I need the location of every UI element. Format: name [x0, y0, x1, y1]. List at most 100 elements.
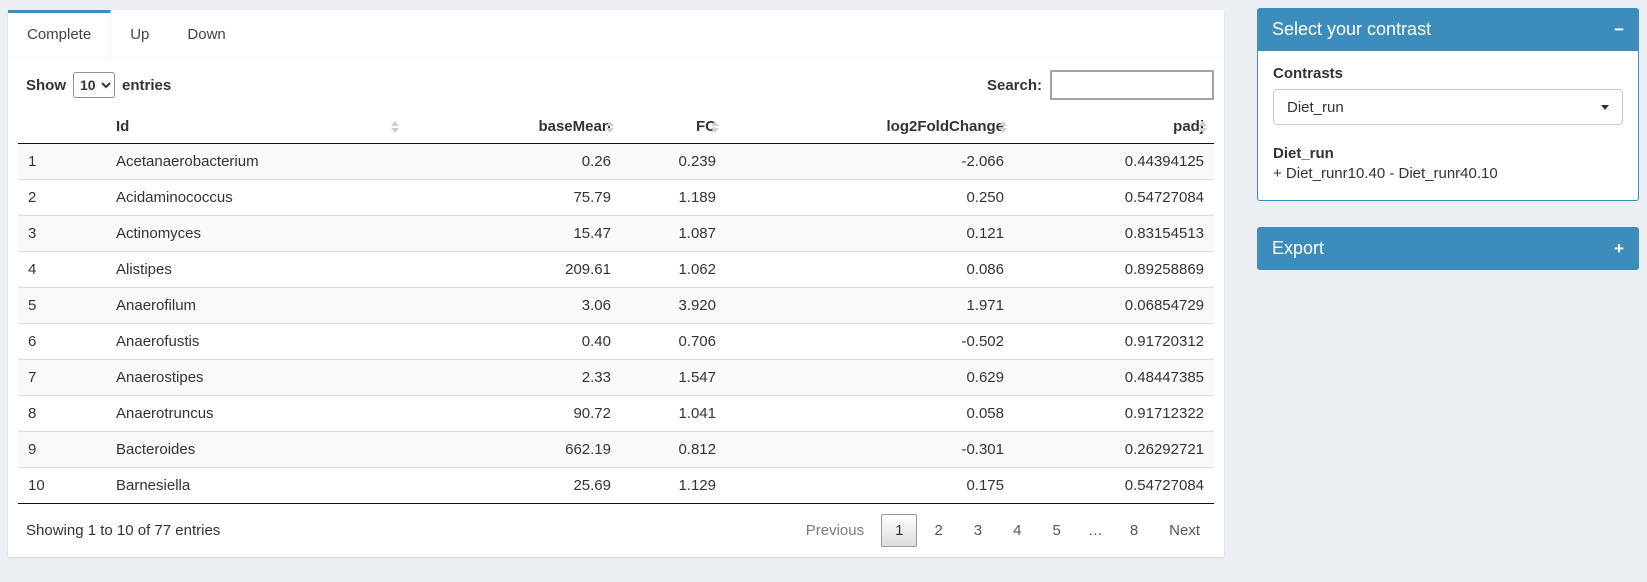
collapse-icon[interactable]: − — [1614, 20, 1624, 39]
contrast-panel-header: Select your contrast − — [1257, 8, 1639, 51]
contrasts-label: Contrasts — [1273, 65, 1344, 82]
column-header-log2fc-label: log2FoldChange — [886, 118, 1005, 135]
table-header: Id baseMean FC log2FoldChange — [18, 110, 1214, 144]
export-panel: Export + — [1257, 227, 1639, 270]
sidebar-panels: Select your contrast − Contrasts Diet_ru… — [1257, 8, 1639, 296]
column-header-fc[interactable]: FC — [621, 110, 726, 144]
column-header-padj[interactable]: padj — [1014, 110, 1214, 144]
chevron-down-icon — [1601, 104, 1609, 110]
page-button[interactable]: 8 — [1129, 522, 1139, 539]
cell-id: Anaerotruncus — [106, 395, 406, 432]
cell-fc: 3.920 — [621, 287, 726, 324]
column-header-log2fc[interactable]: log2FoldChange — [726, 110, 1014, 144]
cell-fc: 1.041 — [621, 395, 726, 432]
cell-basemean: 75.79 — [406, 179, 621, 216]
table-footer: Showing 1 to 10 of 77 entries Previous 1… — [18, 514, 1214, 547]
cell-padj: 0.91712322 — [1014, 395, 1214, 432]
cell-basemean: 90.72 — [406, 395, 621, 432]
cell-padj: 0.44394125 — [1124, 153, 1204, 170]
cell-padj: 0.83154513 — [1014, 215, 1214, 252]
table-row: 7 Anaerostipes 2.33 1.547 0.629 0.484473… — [18, 359, 1214, 396]
previous-page-button[interactable]: Previous — [805, 522, 865, 539]
export-panel-header: Export + — [1257, 227, 1639, 270]
cell-log2fc: 0.086 — [726, 251, 1014, 288]
page-button[interactable]: 4 — [1013, 522, 1022, 539]
contrast-panel: Select your contrast − Contrasts Diet_ru… — [1257, 8, 1639, 201]
results-table: Id baseMean FC log2FoldChange — [18, 110, 1214, 504]
column-header-padj-label: padj — [1173, 118, 1204, 135]
column-header-index — [18, 110, 106, 144]
contrast-select[interactable]: Diet_run — [1273, 89, 1623, 125]
cell-fc: 1.129 — [621, 467, 726, 504]
expand-icon[interactable]: + — [1614, 239, 1624, 258]
page-button[interactable]: 5 — [1052, 522, 1061, 539]
cell-index: 9 — [18, 431, 106, 468]
sort-icon — [391, 120, 400, 134]
cell-basemean: 3.06 — [406, 287, 621, 324]
page-length-select[interactable]: 10 — [73, 72, 115, 98]
cell-log2fc: 0.175 — [726, 467, 1014, 504]
results-card: Complete Up Down Show 10 entries Search: — [8, 10, 1224, 557]
cell-log2fc: -2.066 — [961, 153, 1004, 170]
cell-index: 6 — [18, 323, 106, 360]
results-tabbar: Complete Up Down — [8, 10, 1224, 58]
cell-id: Anaerostipes — [106, 359, 406, 396]
cell-log2fc: 1.971 — [726, 287, 1014, 324]
cell-id: Anaerofustis — [106, 323, 406, 360]
entries-label: entries — [122, 76, 172, 94]
page-button[interactable]: 1 — [881, 514, 918, 547]
cell-fc: 1.189 — [621, 179, 726, 216]
tab-up[interactable]: Up — [130, 26, 150, 43]
sort-icon — [999, 120, 1008, 134]
cell-log2fc: 0.250 — [726, 179, 1014, 216]
export-panel-title: Export — [1272, 238, 1325, 258]
contrast-panel-body: Contrasts Diet_run Diet_run + Diet_runr1… — [1257, 51, 1639, 201]
column-header-id[interactable]: Id — [106, 110, 406, 144]
cell-index: 10 — [18, 467, 106, 504]
column-header-basemean[interactable]: baseMean — [406, 110, 621, 144]
cell-basemean: 0.26 — [581, 153, 611, 170]
cell-index: 5 — [18, 287, 106, 324]
search-control: Search: — [987, 70, 1214, 100]
cell-id: Acidaminococcus — [106, 179, 406, 216]
cell-fc: 0.706 — [621, 323, 726, 360]
table-row: 10 Barnesiella 25.69 1.129 0.175 0.54727… — [18, 467, 1214, 504]
cell-id: Bacteroides — [106, 431, 406, 468]
column-header-id-label: Id — [116, 118, 130, 135]
table-container: Show 10 entries Search: Id — [8, 58, 1224, 557]
cell-basemean: 25.69 — [406, 467, 621, 504]
cell-index: 4 — [18, 251, 106, 288]
table-row: 3 Actinomyces 15.47 1.087 0.121 0.831545… — [18, 215, 1214, 252]
next-page-button[interactable]: Next — [1169, 522, 1200, 539]
page-button[interactable]: 3 — [973, 522, 983, 539]
cell-log2fc: -0.301 — [726, 431, 1014, 468]
sort-icon — [711, 120, 720, 134]
cell-index: 8 — [18, 395, 106, 432]
search-label: Search: — [986, 76, 1042, 94]
cell-index: 3 — [18, 215, 106, 252]
cell-index: 2 — [18, 179, 106, 216]
cell-fc: 1.087 — [621, 215, 726, 252]
show-label: Show — [26, 76, 66, 94]
tab-down[interactable]: Down — [187, 26, 226, 43]
sort-icon — [606, 120, 615, 134]
cell-fc: 0.239 — [678, 153, 716, 170]
cell-padj: 0.54727084 — [1014, 467, 1214, 504]
cell-index: 1 — [28, 153, 37, 170]
table-row: 4 Alistipes 209.61 1.062 0.086 0.8925886… — [18, 251, 1214, 288]
cell-index: 7 — [18, 359, 106, 396]
cell-padj: 0.06854729 — [1014, 287, 1214, 324]
page-button[interactable]: 2 — [934, 522, 943, 539]
page: Complete Up Down Show 10 entries Search: — [8, 8, 1639, 557]
search-input[interactable] — [1050, 70, 1214, 100]
contrast-formula: + Diet_runr10.40 - Diet_runr40.10 — [1273, 165, 1498, 182]
cell-id: Actinomyces — [106, 215, 406, 252]
contrast-panel-title: Select your contrast — [1272, 19, 1432, 39]
contrast-detail: Diet_run + Diet_runr10.40 - Diet_runr40.… — [1273, 144, 1623, 184]
cell-id: Anaerofilum — [106, 287, 406, 324]
cell-padj: 0.48447385 — [1014, 359, 1214, 396]
cell-basemean: 0.40 — [406, 323, 621, 360]
cell-padj: 0.54727084 — [1014, 179, 1214, 216]
tab-complete[interactable]: Complete — [8, 10, 112, 57]
contrast-name: Diet_run — [1273, 145, 1334, 162]
